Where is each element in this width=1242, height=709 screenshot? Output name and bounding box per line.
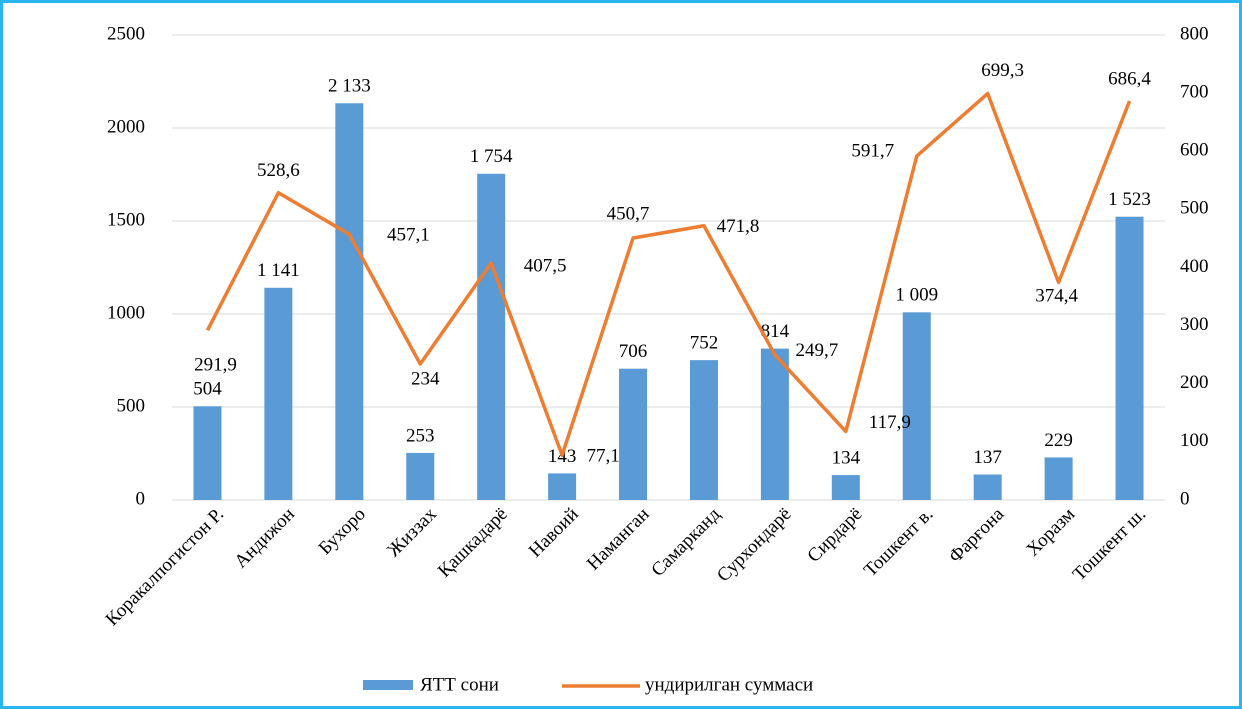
x-tick-label: Тошкент ш. [1069,504,1150,585]
line-label: 291,9 [194,355,237,376]
line-label: 699,3 [981,60,1024,81]
line [205,91,1132,457]
bar-label: 504 [193,379,222,400]
line-label: 407,5 [524,256,567,277]
y-tick-label: 1500 [107,209,145,230]
y2-tick-label: 500 [1180,198,1209,219]
bar-label: 2 133 [328,76,371,97]
bar [477,173,506,501]
bar-label: 814 [761,321,790,342]
y2-tick-label: 600 [1180,140,1209,161]
x-tick-label: Жиззах [383,503,441,561]
y2-tick-label: 200 [1180,372,1209,393]
legend-label: ЯТТ сони [420,674,499,695]
bar [548,473,577,500]
bar [689,360,718,500]
bar-label: 134 [832,447,861,468]
bar [1044,457,1073,500]
bar-label: 752 [690,332,719,353]
bar-label: 253 [406,425,435,446]
line-label: 450,7 [607,203,650,224]
y2-tick-label: 0 [1180,488,1190,509]
bar [831,475,860,500]
y-tick-label: 1000 [107,302,145,323]
y-tick-label: 0 [136,488,146,509]
x-tick-label: Сурхондарё [713,504,796,587]
x-tick-label: Қашкадарё [434,504,512,582]
bar [760,348,789,500]
bar [193,406,222,500]
line-label: 117,9 [869,412,911,433]
x-tick-label: Самарканд [647,504,724,581]
x-tick-label: Коракалпогистон Р. [102,504,228,630]
x-tick-label: Наманган [583,504,654,575]
line-label: 686,4 [1108,68,1151,89]
bar-label: 229 [1044,430,1073,451]
bar [335,103,364,501]
y2-tick-label: 100 [1180,430,1209,451]
line-label: 249,7 [796,340,839,361]
x-tick-label: Навоий [525,504,583,562]
x-tick-label: Хоразм [1023,504,1080,561]
x-tick-label: Сирдарё [803,504,866,567]
bar [902,312,931,500]
line-label: 457,1 [387,225,430,246]
bar-label: 137 [973,447,1002,468]
y-tick-label: 2000 [107,116,145,137]
bar [406,452,435,500]
y2-tick-label: 800 [1180,23,1209,44]
bar-label: 1 754 [470,146,513,167]
bar-label: 706 [619,341,648,362]
line-label: 591,7 [851,140,894,161]
y2-tick-label: 300 [1180,314,1209,335]
legend-swatch [363,680,413,690]
line-label: 374,4 [1035,286,1078,307]
bar-label: 1 523 [1108,189,1151,210]
line-label: 471,8 [717,216,760,237]
line-label: 234 [411,368,440,389]
x-tick-label: Андижон [230,504,299,573]
y2-tick-label: 400 [1180,256,1209,277]
legend-label: ундирилган суммаси [645,674,813,695]
bar-label: 1 141 [257,260,300,281]
line-label: 528,6 [257,160,300,181]
x-tick-label: Бухоро [315,504,370,559]
bar [1115,216,1144,501]
line-label: 77,1 [586,446,619,467]
y2-tick-label: 700 [1180,81,1209,102]
y-tick-label: 500 [117,395,146,416]
x-tick-label: Фарғона [945,503,1009,567]
bar [264,287,293,500]
x-tick-label: Тошкент в. [860,504,937,581]
bar-label: 1 009 [895,285,938,306]
bar [619,368,648,500]
y-tick-label: 2500 [107,23,145,44]
bar [973,474,1002,500]
